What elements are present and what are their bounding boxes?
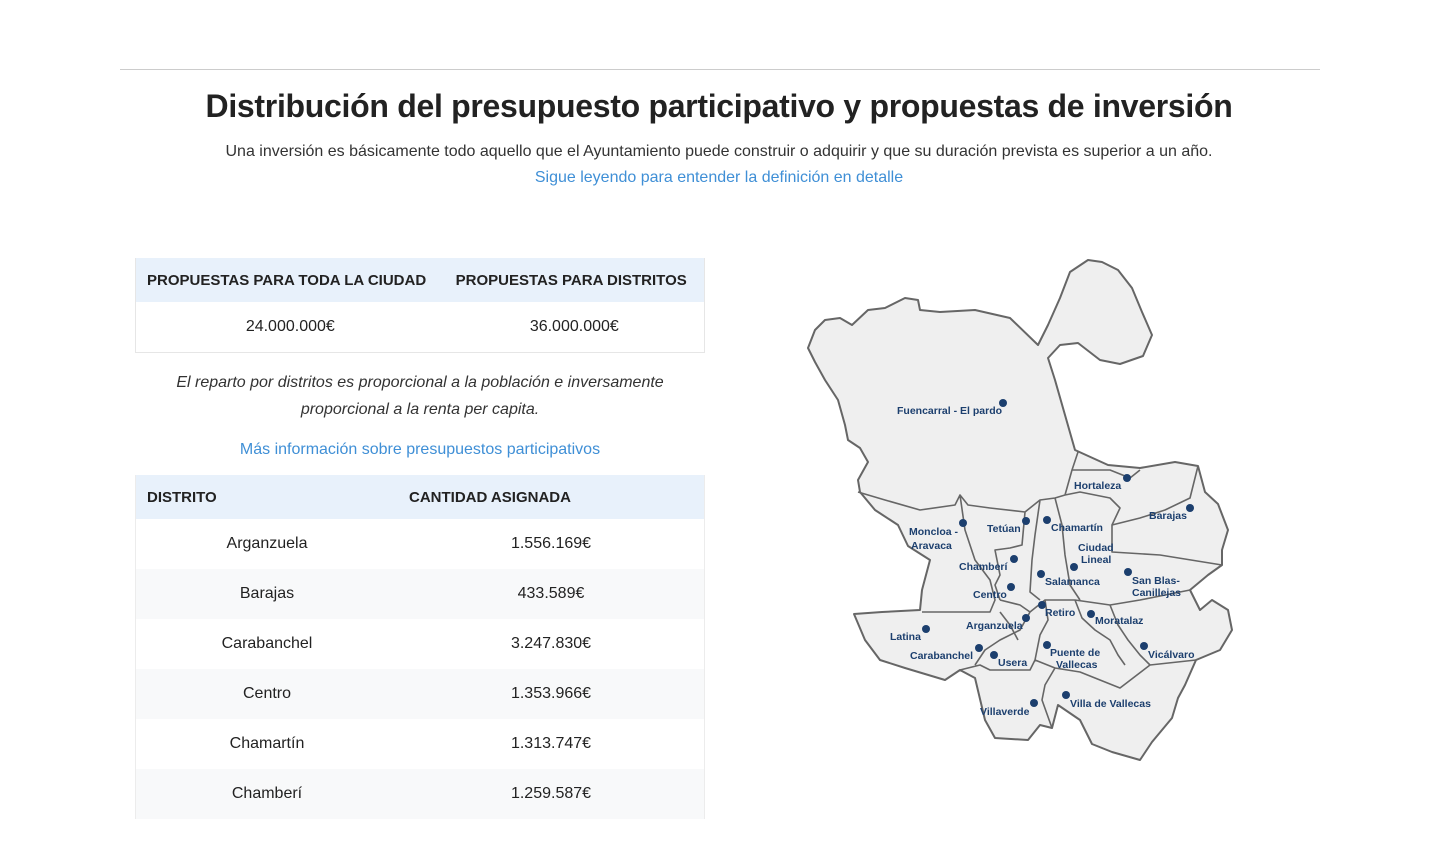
district-amount: 3.247.830€ [398,619,705,669]
villa-vallecas-label: Villa de Vallecas [1070,698,1151,710]
distribution-note: El reparto por distritos es proporcional… [176,374,664,418]
table-row: Chamartín 1.313.747€ [135,719,705,769]
latina-label: Latina [890,631,921,643]
latina-marker[interactable] [922,625,930,633]
map-outline [807,259,1233,761]
vicalvaro-marker[interactable] [1140,642,1148,650]
tetuan-marker[interactable] [1022,517,1030,525]
fuencarral-marker[interactable] [999,399,1007,407]
arganzuela-marker[interactable] [1022,614,1030,622]
tetuan-label: Tetúan [987,523,1021,535]
table-row: Carabanchel 3.247.830€ [135,619,705,669]
usera-label: Usera [998,657,1027,669]
amount-column-header: CANTIDAD ASIGNADA [398,475,705,519]
retiro-marker[interactable] [1038,601,1046,609]
district-proposals-value: 36.000.000€ [444,302,705,353]
definition-link[interactable]: Sigue leyendo para entender la definició… [534,169,904,186]
table-row: Centro 1.353.966€ [135,669,705,719]
district-amount: 1.556.169€ [398,519,705,569]
puente-vallecas-label: Puente de [1050,647,1100,659]
retiro-label: Retiro [1045,607,1075,619]
villa-vallecas-marker[interactable] [1062,691,1070,699]
district-amount: 1.313.747€ [398,719,705,769]
district-name: Carabanchel [135,619,398,669]
vicalvaro-label: Vicálvaro [1148,649,1195,661]
district-name: Arganzuela [135,519,398,569]
district-name: Chamartín [135,719,398,769]
budget-panel: PROPUESTAS PARA TODA LA CIUDAD PROPUESTA… [135,258,705,819]
san-blas-label-2: Canillejas [1132,587,1181,599]
district-name: Centro [135,669,398,719]
district-amount: 1.259.587€ [398,769,705,819]
intro-text: Una inversión es básicamente todo aquell… [225,143,1213,160]
top-divider [120,69,1320,70]
moncloa-label-2: Aravaca [911,540,952,552]
usera-marker[interactable] [990,651,998,659]
centro-marker[interactable] [1007,583,1015,591]
chamartin-marker[interactable] [1043,516,1051,524]
fuencarral-label: Fuencarral - El pardo [897,405,1002,417]
district-name: Chamberí [135,769,398,819]
districts-table: DISTRITO CANTIDAD ASIGNADA Arganzuela 1.… [135,475,705,819]
arganzuela-label: Arganzuela [966,620,1023,632]
puente-vallecas-marker[interactable] [1043,641,1051,649]
map-svg: Fuencarral - El pardo Hortaleza Barajas … [807,259,1233,761]
chamberi-label: Chamberí [959,561,1009,573]
totals-table: PROPUESTAS PARA TODA LA CIUDAD PROPUESTA… [135,258,705,353]
moratalaz-marker[interactable] [1087,610,1095,618]
district-boundaries [857,451,1223,729]
puente-vallecas-label-2: Vallecas [1056,659,1098,671]
salamanca-marker[interactable] [1037,570,1045,578]
carabanchel-marker[interactable] [975,644,983,652]
carabanchel-label: Carabanchel [910,650,973,662]
table-row: Arganzuela 1.556.169€ [135,519,705,569]
centro-label: Centro [973,589,1007,601]
villaverde-marker[interactable] [1030,699,1038,707]
san-blas-marker[interactable] [1124,568,1132,576]
moratalaz-label: Moratalaz [1095,615,1143,627]
chamberi-marker[interactable] [1010,555,1018,563]
district-amount: 433.589€ [398,569,705,619]
moncloa-label: Moncloa - [909,526,959,538]
table-row: 24.000.000€ 36.000.000€ [135,302,705,353]
district-amount: 1.353.966€ [398,669,705,719]
salamanca-label: Salamanca [1045,576,1100,588]
hortaleza-marker[interactable] [1123,474,1131,482]
ciudad-lineal-marker[interactable] [1070,563,1078,571]
page-title: Distribución del presupuesto participati… [205,88,1233,124]
barajas-label: Barajas [1149,510,1187,522]
hortaleza-label: Hortaleza [1074,480,1121,492]
city-proposals-header: PROPUESTAS PARA TODA LA CIUDAD [135,258,445,302]
more-info-link[interactable]: Más información sobre presupuestos parti… [239,441,601,458]
villaverde-label: Villaverde [980,706,1030,718]
table-row: Chamberí 1.259.587€ [135,769,705,819]
city-proposals-value: 24.000.000€ [135,302,445,353]
moncloa-marker[interactable] [959,519,967,527]
barajas-marker[interactable] [1186,504,1194,512]
ciudad-lineal-label: Ciudad [1078,542,1114,554]
table-row: Barajas 433.589€ [135,569,705,619]
ciudad-lineal-label-2: Lineal [1081,554,1111,566]
chamartin-label: Chamartín [1051,522,1103,534]
madrid-districts-map: Fuencarral - El pardo Hortaleza Barajas … [800,250,1240,770]
district-column-header: DISTRITO [135,475,398,519]
san-blas-label: San Blas- [1132,575,1180,587]
district-name: Barajas [135,569,398,619]
district-proposals-header: PROPUESTAS PARA DISTRITOS [444,258,705,302]
